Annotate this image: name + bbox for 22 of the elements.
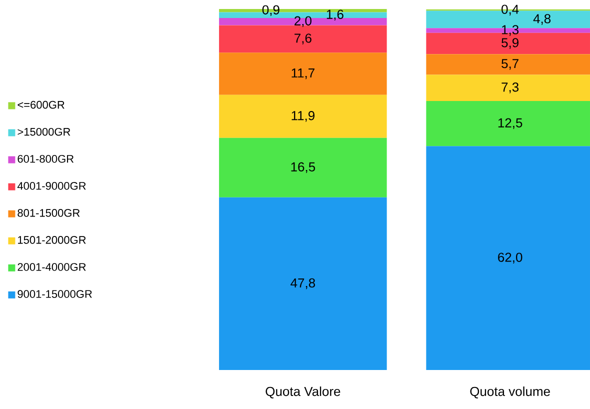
data-label: 47,8	[290, 278, 316, 290]
data-label: 11,9	[292, 111, 314, 122]
x-tick-label: Quota Valore	[266, 386, 340, 398]
x-tick-label: Quota volume	[470, 386, 550, 398]
data-label: 4,8	[533, 14, 551, 25]
data-label: 5,9	[502, 38, 518, 49]
data-label: 5,7	[502, 59, 518, 70]
legend-label: 4001-9000GR	[17, 182, 86, 190]
data-label: 2,0	[294, 16, 312, 27]
legend-label: <=600GR	[18, 100, 64, 109]
data-label: 16,5	[291, 162, 316, 174]
legend-label: 2001-4000GR	[18, 263, 86, 271]
legend-label: >15000GR	[18, 128, 70, 136]
data-label: 62,0	[498, 252, 522, 264]
data-label: 12,5	[498, 118, 522, 129]
data-label: 11,7	[292, 68, 314, 80]
data-label: 7,6	[294, 34, 312, 44]
data-label: 7,3	[502, 82, 519, 94]
legend-label: 9001-15000GR	[18, 290, 92, 298]
legend-label: 801-1500GR	[18, 209, 80, 217]
legend-label: 1501-2000GR	[18, 236, 86, 244]
legend-label: 601-800GR	[18, 154, 74, 163]
